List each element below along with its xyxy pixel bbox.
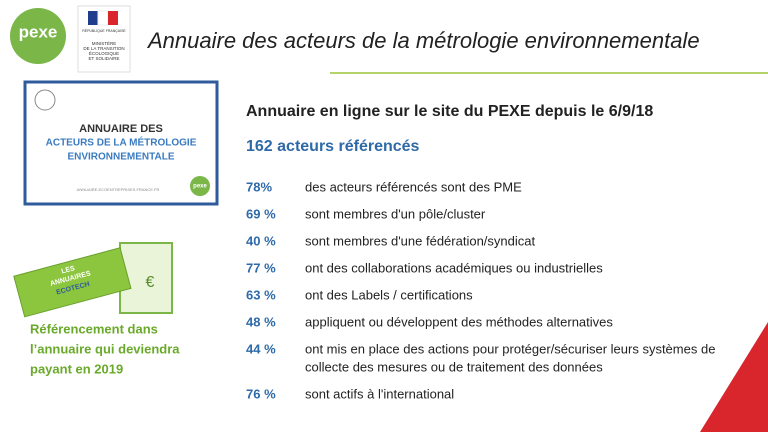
flag-white <box>97 10 109 26</box>
ecotech-ticket: LES ANNUAIRES ECOTECH <box>13 247 132 318</box>
stat-value: 44 % <box>246 341 276 356</box>
pexe-logo <box>10 8 66 64</box>
note-line: Référencement dans <box>30 321 158 336</box>
card-url: ANNUAIRE.ECOENTREPRISES.FRANCE.FR <box>77 187 160 192</box>
stat-text: ont des collaborations académiques ou in… <box>305 260 603 275</box>
card-logo-text: pexe <box>193 184 207 190</box>
ministry-line: ÉCOLOGIQUE <box>89 50 119 56</box>
flag-blue <box>88 11 98 25</box>
ministry-line: DE LA TRANSITION <box>83 46 124 51</box>
note-line: payant en 2019 <box>30 361 123 376</box>
republic: RÉPUBLIQUE FRANÇAISE <box>82 28 126 33</box>
stat-text: sont actifs à l'international <box>305 386 454 401</box>
stat-text: ont des Labels / certifications <box>305 287 473 302</box>
ministry-line: MINISTÈRE <box>92 40 117 46</box>
card-icon <box>34 89 56 111</box>
slide-title: Annuaire des acteurs de la métrologie en… <box>146 28 700 53</box>
stat-text: des acteurs référencés sont des PME <box>305 179 522 194</box>
stat-text: sont membres d'une fédération/syndicat <box>305 233 535 248</box>
stat-text: ont mis en place des actions pour protég… <box>305 341 715 356</box>
stats: 78% des acteurs référencés sont des PME 69… <box>246 179 715 401</box>
stat-value: 63 % <box>246 287 276 302</box>
stat-text: sont membres d'un pôle/cluster <box>305 206 486 221</box>
stat-value: 78% <box>246 179 272 194</box>
note-line: l’annuaire qui deviendra <box>30 341 180 356</box>
stat-text: appliquent ou développent des méthodes a… <box>305 314 613 329</box>
card-line1: ANNUAIRE DES <box>79 123 163 135</box>
intro: Annuaire en ligne sur le site du PEXE de… <box>246 103 653 120</box>
card-line2: ACTEURS DE LA MÉTROLOGIE <box>46 136 197 149</box>
ticket-line1: LES <box>61 265 76 275</box>
stat-value: 48 % <box>246 314 276 329</box>
stat-value: 76 % <box>246 386 276 401</box>
stat-value: 69 % <box>246 206 276 221</box>
ministry-line: ET SOLIDAIRE <box>89 56 120 61</box>
ministry-logo <box>77 5 131 73</box>
currency: € <box>146 274 155 291</box>
count: 162 acteurs référencés <box>246 138 420 155</box>
card-logo <box>190 176 210 196</box>
logo-text: pexe <box>19 22 58 41</box>
directory-card <box>23 80 219 206</box>
card-line3: ENVIRONNEMENTALE <box>67 152 174 163</box>
flag-red <box>108 11 118 25</box>
corner-triangle <box>700 322 768 432</box>
note: Référencement dans l’annuaire qui deviend… <box>30 321 180 376</box>
stat-value: 77 % <box>246 260 276 275</box>
stat-text: collecte des mesures ou de traitement de… <box>305 359 603 374</box>
ticket <box>13 247 132 318</box>
stat-value: 40 % <box>246 233 276 248</box>
